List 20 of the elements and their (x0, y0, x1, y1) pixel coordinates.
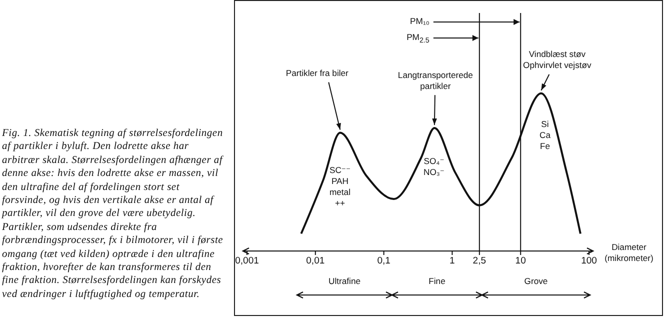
annotation: SC⁻⁻ PAH metal ++ (328, 165, 352, 209)
annotation: Langtransporterede partikler (396, 70, 474, 92)
x-tick-label: 1 (450, 256, 455, 267)
text: Ultrafine (328, 276, 362, 286)
x-axis-title: Diameter (mikrometer) (604, 242, 654, 264)
x-tick-label: 0,01 (306, 256, 325, 267)
annotation: Vindblæst støv Ophvirvlet vejstøv (522, 49, 592, 72)
text: Fine (428, 276, 446, 286)
x-tick-label: 10 (515, 256, 526, 267)
annotation: Partikler fra biler (284, 68, 350, 80)
x-tick-label: 0,001 (235, 256, 259, 267)
annotation: SO₄⁻ NO₃⁻ (422, 156, 446, 178)
text: Grove (523, 276, 549, 286)
x-tick-label: 100 (581, 256, 597, 267)
annotation: Si Ca Fe (538, 118, 552, 152)
ref-line-label: PM$_{2.5}$ (406, 31, 430, 47)
x-tick-label: 2,5 (472, 256, 486, 267)
text: Fig. 1. Skematisk tegning af størrelsesfordelingen af partikler i byluft. Den lodrette akse har arbitrær skala. Størrelsesfordelingen afhænger af denne akse: hvis den lodrette akse er massen, vil den ultrafine del af fordelingen stort set forsvinde, og hvis den vertikale akse er antal af partikler, vil den grove del være ubetydelig. Partikler, som udsendes direkte fra forbrændingsprocesser, fx i bilmotorer, vil i første omgang (tæt ved kilden) optræde i den ultrafine fraktion, hvorefter de kan transformeres til den fine fraktion. Størrelsesfordelingen kan forskydes ved ændringer i luftfugtighed og temperatur. (2, 128, 224, 300)
ref-line-label: PM₁₀ (409, 15, 430, 28)
x-tick-label: 0,1 (377, 256, 390, 267)
